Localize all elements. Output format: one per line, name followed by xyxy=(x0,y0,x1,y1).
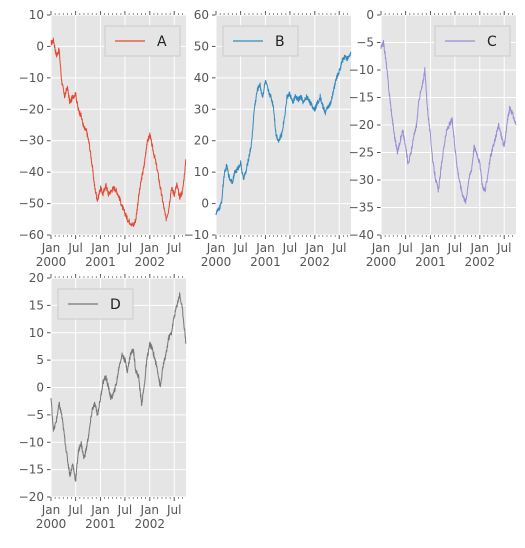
y-tick-label: 0 xyxy=(201,197,209,211)
y-tick-label: −20 xyxy=(349,118,374,132)
x-tick-label: Jan xyxy=(206,241,226,255)
y-tick-label: −30 xyxy=(349,173,374,187)
legend: B xyxy=(222,25,299,57)
series-line-D xyxy=(50,292,187,482)
y-tick-label: 0 xyxy=(366,8,374,22)
x-tick-label: Jan xyxy=(420,241,440,255)
x-tick-label: Jul xyxy=(447,241,462,255)
x-tick-label: Jan xyxy=(305,241,325,255)
legend-label: D xyxy=(110,297,121,313)
y-tick-label: 10 xyxy=(29,326,44,340)
x-tick-label: Jan xyxy=(90,503,110,517)
x-tick-label: Jul xyxy=(282,241,297,255)
x-tick-label: Jul xyxy=(331,241,346,255)
legend: A xyxy=(104,25,181,57)
y-tick-label: −35 xyxy=(349,201,374,215)
x-tick-label: Jan xyxy=(41,241,61,255)
y-tick-label: 60 xyxy=(194,8,209,22)
x-tick-label: 2000 xyxy=(36,517,67,531)
x-tick-label: Jan xyxy=(90,241,110,255)
series-line-B xyxy=(215,51,352,216)
legend-label: B xyxy=(275,34,285,50)
y-tick-label: 20 xyxy=(29,271,44,285)
x-tick-label: 2000 xyxy=(36,255,67,269)
x-tick-label: 2002 xyxy=(135,517,166,531)
x-tick-label: Jul xyxy=(232,241,247,255)
x-tick-label: Jul xyxy=(496,241,511,255)
y-tick-label: −50 xyxy=(19,197,44,211)
y-tick-label: 5 xyxy=(36,353,44,367)
x-tick-label: Jul xyxy=(166,503,181,517)
y-tick-label: −20 xyxy=(19,102,44,116)
x-tick-label: Jan xyxy=(371,241,391,255)
legend: C xyxy=(434,25,511,57)
x-tick-label: 2002 xyxy=(300,255,331,269)
y-tick-label: −5 xyxy=(26,408,44,422)
y-tick-label: 30 xyxy=(194,102,209,116)
x-tick-label: 2002 xyxy=(135,255,166,269)
y-tick-label: 0 xyxy=(36,381,44,395)
y-tick-label: −10 xyxy=(349,63,374,77)
x-tick-label: 2002 xyxy=(465,255,496,269)
y-tick-label: −5 xyxy=(356,36,374,50)
x-tick-label: Jul xyxy=(397,241,412,255)
y-tick-label: −10 xyxy=(19,435,44,449)
x-tick-label: Jul xyxy=(67,503,82,517)
y-tick-label: −25 xyxy=(349,146,374,160)
y-tick-label: −60 xyxy=(19,228,44,242)
x-tick-label: Jan xyxy=(41,503,61,517)
y-tick-label: −40 xyxy=(19,165,44,179)
y-tick-label: 15 xyxy=(29,298,44,312)
x-tick-label: 2000 xyxy=(201,255,232,269)
x-tick-label: Jul xyxy=(67,241,82,255)
x-tick-label: Jul xyxy=(166,241,181,255)
x-tick-label: 2000 xyxy=(366,255,397,269)
x-tick-label: Jul xyxy=(117,241,132,255)
y-tick-label: −15 xyxy=(349,91,374,105)
x-tick-label: Jul xyxy=(117,503,132,517)
y-tick-label: 0 xyxy=(36,39,44,53)
y-tick-label: 20 xyxy=(194,134,209,148)
y-tick-label: −40 xyxy=(349,228,374,242)
legend: D xyxy=(57,288,134,320)
x-tick-label: Jan xyxy=(255,241,275,255)
legend-label: A xyxy=(157,34,167,50)
x-tick-label: Jan xyxy=(140,241,160,255)
x-tick-label: 2001 xyxy=(250,255,281,269)
y-tick-label: −20 xyxy=(19,490,44,504)
y-tick-label: 50 xyxy=(194,39,209,53)
y-tick-label: 10 xyxy=(194,165,209,179)
y-tick-label: −10 xyxy=(184,228,209,242)
legend-label: C xyxy=(487,34,497,50)
y-tick-label: −30 xyxy=(19,134,44,148)
x-tick-label: 2001 xyxy=(85,517,116,531)
x-tick-label: Jan xyxy=(470,241,490,255)
x-tick-label: 2001 xyxy=(415,255,446,269)
y-tick-label: −15 xyxy=(19,463,44,477)
series-line-A xyxy=(50,37,187,228)
y-tick-label: −10 xyxy=(19,71,44,85)
y-tick-label: 10 xyxy=(29,8,44,22)
x-tick-label: Jan xyxy=(140,503,160,517)
series-line-C xyxy=(380,39,517,205)
x-tick-label: 2001 xyxy=(85,255,116,269)
y-tick-label: 40 xyxy=(194,71,209,85)
